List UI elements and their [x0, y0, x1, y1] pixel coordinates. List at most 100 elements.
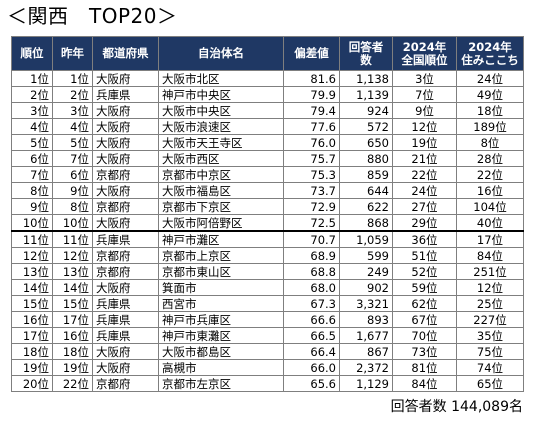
- table-row: 11位 11位 兵庫県 神戸市灘区 70.7 1,059 36位 17位: [11, 230, 524, 248]
- table-row: 5位 5位 大阪府 大阪市天王寺区 76.0 650 19位 8位: [11, 134, 524, 151]
- cell-prev-rank: 11位: [52, 230, 93, 248]
- cell-prev-rank: 5位: [52, 134, 93, 151]
- cell-municipality: 大阪市天王寺区: [158, 134, 284, 151]
- table-row: 9位 8位 京都府 京都市下京区 72.9 622 27位 104位: [11, 198, 524, 215]
- cell-respondents: 650: [339, 134, 393, 151]
- cell-municipality: 神戸市中央区: [158, 86, 284, 103]
- table-row: 4位 4位 大阪府 大阪市浪速区 77.6 572 12位 189位: [11, 118, 524, 135]
- table-row: 2位 2位 兵庫県 神戸市中央区 79.9 1,139 7位 49位: [11, 86, 524, 103]
- cell-rank: 9位: [11, 198, 53, 215]
- cell-respondents: 1,677: [339, 327, 393, 344]
- cell-prev-rank: 3位: [52, 102, 93, 119]
- cell-prefecture: 大阪府: [92, 279, 159, 296]
- cell-municipality: 大阪市北区: [158, 70, 284, 87]
- cell-prev-rank: 15位: [52, 295, 93, 312]
- cell-rank: 10位: [11, 214, 53, 232]
- cell-prev-rank: 8位: [52, 198, 93, 215]
- cell-rank: 12位: [11, 247, 53, 264]
- cell-national-rank: 9位: [392, 102, 457, 119]
- cell-respondents: 893: [339, 311, 393, 328]
- cell-rank: 17位: [11, 327, 53, 344]
- cell-municipality: 大阪市西区: [158, 150, 284, 167]
- cell-prefecture: 京都府: [92, 166, 159, 183]
- column-header-respondents: 回答者 数: [339, 36, 393, 71]
- cell-municipality: 大阪市福島区: [158, 182, 284, 199]
- cell-municipality: 大阪市中央区: [158, 102, 284, 119]
- cell-rank: 14位: [11, 279, 53, 296]
- cell-deviation: 75.3: [283, 166, 340, 183]
- cell-respondents: 867: [339, 343, 393, 360]
- cell-national-rank: 7位: [392, 86, 457, 103]
- cell-livability: 75位: [456, 343, 524, 360]
- cell-rank: 13位: [11, 263, 53, 280]
- cell-national-rank: 29位: [392, 214, 457, 232]
- cell-livability: 49位: [456, 86, 524, 103]
- cell-livability: 16位: [456, 182, 524, 199]
- column-header-municipality: 自治体名: [158, 36, 284, 71]
- cell-deviation: 72.5: [283, 214, 340, 232]
- cell-respondents: 572: [339, 118, 393, 135]
- cell-national-rank: 70位: [392, 327, 457, 344]
- table-row: 1位 1位 大阪府 大阪市北区 81.6 1,138 3位 24位: [11, 70, 524, 87]
- cell-prev-rank: 16位: [52, 327, 93, 344]
- cell-national-rank: 12位: [392, 118, 457, 135]
- cell-prev-rank: 10位: [52, 214, 93, 232]
- cell-deviation: 77.6: [283, 118, 340, 135]
- cell-rank: 3位: [11, 102, 53, 119]
- cell-livability: 25位: [456, 295, 524, 312]
- cell-national-rank: 19位: [392, 134, 457, 151]
- cell-rank: 8位: [11, 182, 53, 199]
- table-row: 3位 3位 大阪府 大阪市中央区 79.4 924 9位 18位: [11, 102, 524, 119]
- cell-livability: 12位: [456, 279, 524, 296]
- cell-deviation: 68.8: [283, 263, 340, 280]
- cell-prev-rank: 2位: [52, 86, 93, 103]
- cell-deviation: 81.6: [283, 70, 340, 87]
- cell-prefecture: 大阪府: [92, 343, 159, 360]
- cell-rank: 11位: [11, 230, 53, 248]
- cell-prev-rank: 18位: [52, 343, 93, 360]
- ranking-table: 順位 昨年 都道府県 自治体名 偏差値 回答者 数 2024年 全国順位 202…: [11, 36, 524, 392]
- table-row: 16位 17位 兵庫県 神戸市兵庫区 66.6 893 67位 227位: [11, 311, 524, 328]
- cell-prefecture: 大阪府: [92, 182, 159, 199]
- cell-deviation: 75.7: [283, 150, 340, 167]
- cell-rank: 16位: [11, 311, 53, 328]
- cell-municipality: 京都市上京区: [158, 247, 284, 264]
- cell-prev-rank: 7位: [52, 150, 93, 167]
- cell-municipality: 大阪市阿倍野区: [158, 214, 284, 232]
- cell-municipality: 箕面市: [158, 279, 284, 296]
- cell-municipality: 西宮市: [158, 295, 284, 312]
- cell-respondents: 868: [339, 214, 393, 232]
- cell-deviation: 79.9: [283, 86, 340, 103]
- table-row: 6位 7位 大阪府 大阪市西区 75.7 880 21位 28位: [11, 150, 524, 167]
- cell-municipality: 大阪市都島区: [158, 343, 284, 360]
- cell-livability: 74位: [456, 359, 524, 376]
- cell-deviation: 79.4: [283, 102, 340, 119]
- cell-national-rank: 21位: [392, 150, 457, 167]
- cell-prefecture: 大阪府: [92, 70, 159, 87]
- cell-rank: 6位: [11, 150, 53, 167]
- cell-municipality: 京都市左京区: [158, 375, 284, 392]
- column-header-national-rank: 2024年 全国順位: [392, 36, 457, 71]
- cell-national-rank: 81位: [392, 359, 457, 376]
- cell-respondents: 924: [339, 102, 393, 119]
- table-row: 10位 10位 大阪府 大阪市阿倍野区 72.5 868 29位 40位: [11, 214, 524, 232]
- cell-deviation: 67.3: [283, 295, 340, 312]
- cell-prefecture: 京都府: [92, 263, 159, 280]
- cell-respondents: 1,059: [339, 230, 393, 248]
- column-header-prefecture: 都道府県: [92, 36, 159, 71]
- cell-rank: 4位: [11, 118, 53, 135]
- cell-prefecture: 大阪府: [92, 214, 159, 232]
- cell-respondents: 859: [339, 166, 393, 183]
- cell-respondents: 1,138: [339, 70, 393, 87]
- cell-livability: 24位: [456, 70, 524, 87]
- table-row: 20位 22位 京都府 京都市左京区 65.6 1,129 84位 65位: [11, 375, 524, 392]
- cell-deviation: 65.6: [283, 375, 340, 392]
- cell-municipality: 京都市東山区: [158, 263, 284, 280]
- cell-prev-rank: 1位: [52, 70, 93, 87]
- cell-respondents: 249: [339, 263, 393, 280]
- cell-livability: 65位: [456, 375, 524, 392]
- cell-livability: 35位: [456, 327, 524, 344]
- respondent-count: 回答者数 144,089名: [390, 399, 523, 415]
- cell-rank: 2位: [11, 86, 53, 103]
- cell-respondents: 1,139: [339, 86, 393, 103]
